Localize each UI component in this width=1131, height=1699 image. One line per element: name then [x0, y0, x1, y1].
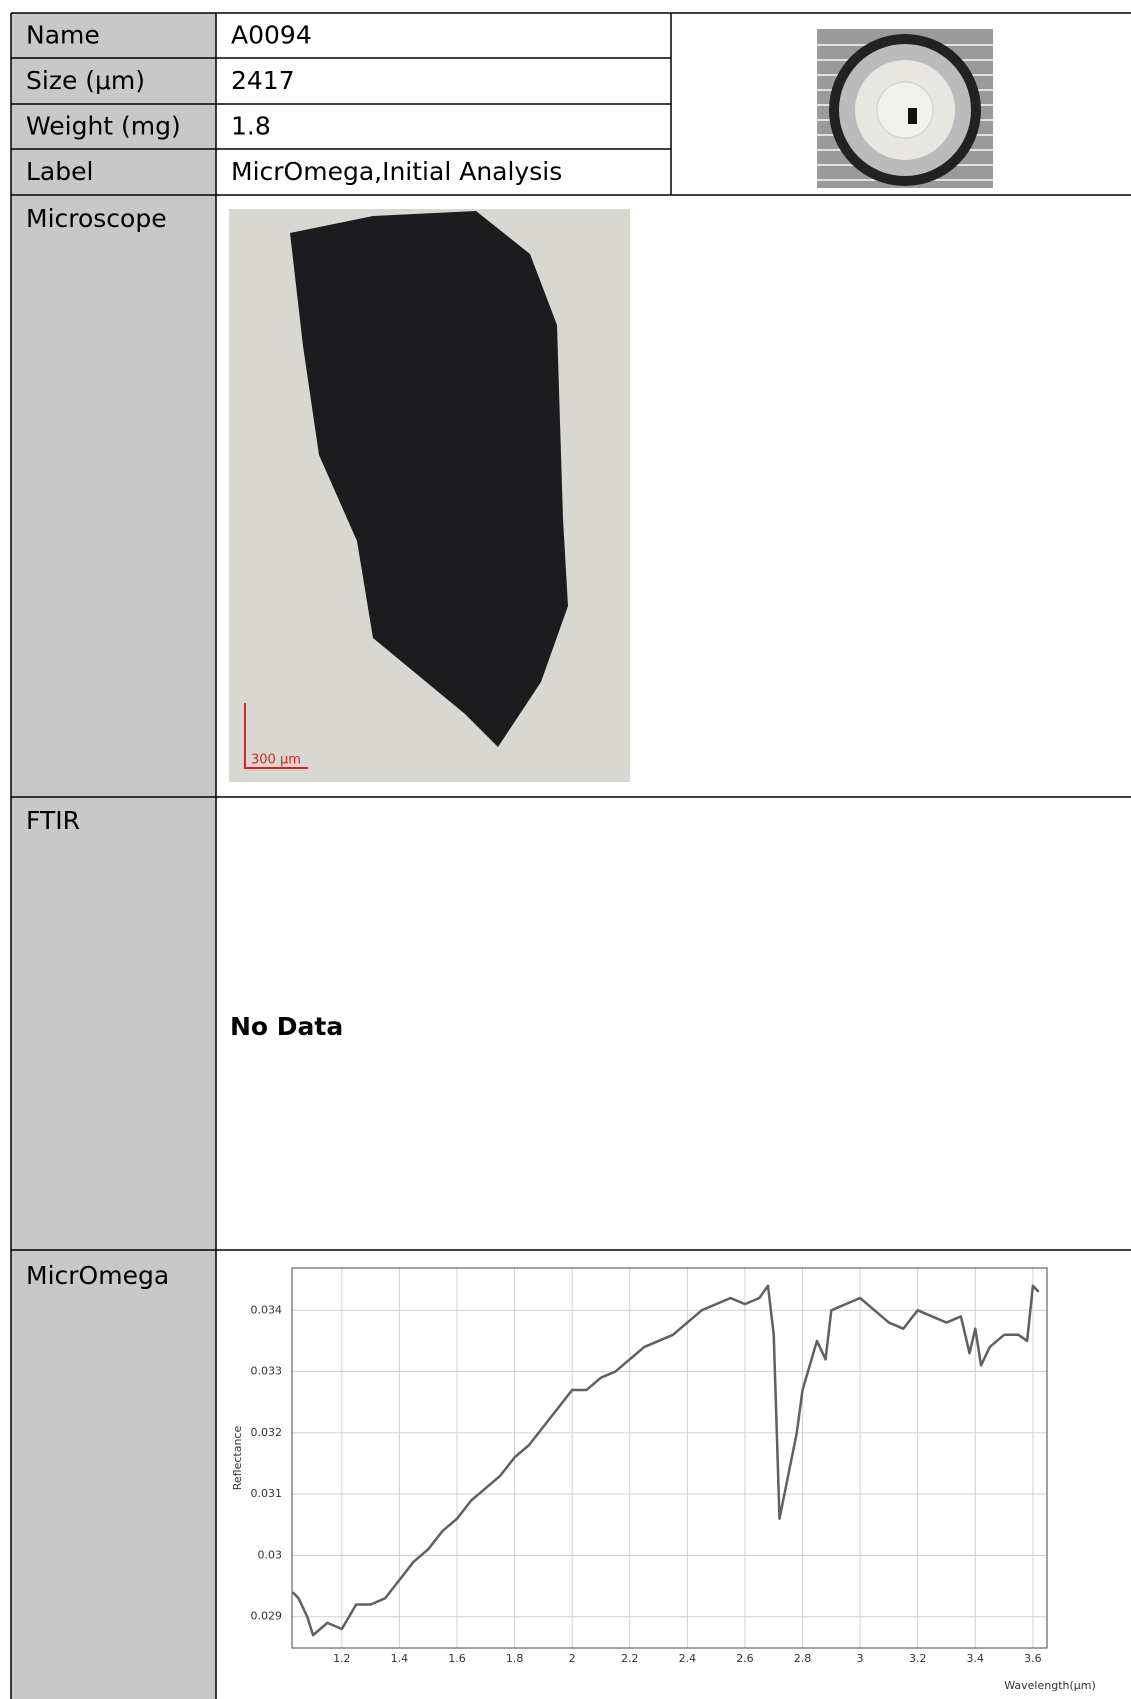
- label-column: [11, 13, 216, 1699]
- row-label: FTIR: [26, 806, 80, 835]
- y-tick-label: 0.033: [251, 1365, 283, 1378]
- plot-frame: [291, 1267, 1048, 1649]
- table: Name A0094 Size (μm) 2417 Weight (mg) 1.8 Labe…: [10, 12, 1131, 1699]
- chart: Wavelength(μm) Reflectance 1.2 1.4 1.6 1.8 2…: [231, 1267, 1096, 1692]
- x-tick-label: 1.6: [448, 1652, 466, 1665]
- x-tick-label: 2.2: [621, 1652, 639, 1665]
- y-tick-label: 0.03: [258, 1548, 283, 1561]
- y-axis-label: Reflectance: [231, 1426, 244, 1491]
- row-label: Size (μm): [26, 66, 145, 95]
- y-tick-label: 0.034: [251, 1303, 283, 1316]
- x-tick-label: 1.2: [333, 1652, 351, 1665]
- spectrum-line: [291, 1284, 1040, 1637]
- x-tick-label: 2.8: [794, 1652, 812, 1665]
- row-label: MicrOmega: [26, 1261, 169, 1290]
- row-value: MicrOmega,Initial Analysis: [231, 157, 562, 186]
- row-value: A0094: [231, 21, 312, 50]
- no-data: No Data: [230, 1012, 343, 1041]
- scale-bar-label: 300 μm: [251, 753, 301, 768]
- x-tick-label: 3.2: [909, 1652, 927, 1665]
- x-tick-label: 2.4: [679, 1652, 697, 1665]
- row-label: Label: [26, 157, 93, 186]
- x-tick-label: 2.6: [736, 1652, 754, 1665]
- y-tick-label: 0.032: [251, 1426, 283, 1439]
- row-label: Weight (mg): [26, 112, 181, 141]
- y-tick-label: 0.029: [251, 1610, 283, 1623]
- thumbnail: [817, 29, 993, 188]
- x-tick-label: 3: [857, 1652, 864, 1665]
- row-label: Microscope: [26, 204, 167, 233]
- x-tick-label: 3.6: [1024, 1652, 1042, 1665]
- x-tick-label: 2: [569, 1652, 576, 1665]
- row-label: Name: [26, 21, 100, 50]
- x-axis-label: Wavelength(μm): [1004, 1679, 1096, 1692]
- row-value: 1.8: [231, 112, 271, 141]
- x-tick-label: 1.8: [506, 1652, 524, 1665]
- row-value: 2417: [231, 66, 295, 95]
- microscope-photo: 300 μm: [229, 209, 630, 782]
- x-tick-label: 3.4: [967, 1652, 985, 1665]
- y-tick-label: 0.031: [251, 1487, 283, 1500]
- x-tick-label: 1.4: [391, 1652, 409, 1665]
